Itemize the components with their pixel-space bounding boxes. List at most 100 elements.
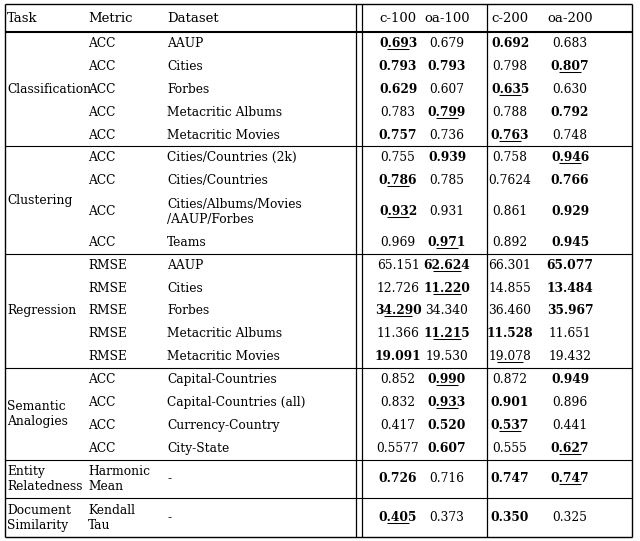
Text: Dataset: Dataset [167, 11, 219, 24]
Text: c-200: c-200 [492, 11, 529, 24]
Text: Kendall
Tau: Kendall Tau [88, 504, 135, 532]
Text: ACC: ACC [88, 373, 115, 386]
Text: 0.607: 0.607 [428, 441, 467, 454]
Text: 0.798: 0.798 [492, 60, 527, 73]
Text: 0.861: 0.861 [492, 205, 527, 218]
Text: 0.852: 0.852 [380, 373, 415, 386]
Text: 0.783: 0.783 [381, 105, 415, 118]
Text: 66.301: 66.301 [488, 259, 531, 272]
Text: Capital-Countries: Capital-Countries [167, 373, 276, 386]
Text: Task: Task [7, 11, 38, 24]
Text: 0.7624: 0.7624 [488, 174, 531, 187]
Text: ACC: ACC [88, 37, 115, 50]
Text: RMSE: RMSE [88, 305, 127, 318]
Text: 19.432: 19.432 [548, 350, 591, 363]
Text: RMSE: RMSE [88, 327, 127, 340]
Text: 0.832: 0.832 [380, 396, 415, 409]
Text: 0.683: 0.683 [552, 37, 588, 50]
Text: 65.077: 65.077 [547, 259, 593, 272]
Text: 0.990: 0.990 [428, 373, 466, 386]
Text: 11.220: 11.220 [424, 282, 470, 295]
Text: 0.537: 0.537 [491, 419, 529, 432]
Text: 11.215: 11.215 [424, 327, 470, 340]
Text: 0.799: 0.799 [428, 105, 466, 118]
Text: RMSE: RMSE [88, 282, 127, 295]
Text: 0.788: 0.788 [492, 105, 527, 118]
Text: -: - [167, 511, 171, 524]
Text: ACC: ACC [88, 83, 115, 96]
Text: 62.624: 62.624 [424, 259, 470, 272]
Text: Document
Similarity: Document Similarity [7, 504, 71, 532]
Text: 0.785: 0.785 [429, 174, 465, 187]
Text: 0.630: 0.630 [552, 83, 588, 96]
Text: ACC: ACC [88, 129, 115, 142]
Text: 0.555: 0.555 [493, 441, 527, 454]
Text: oa-100: oa-100 [424, 11, 470, 24]
Text: Metacritic Albums: Metacritic Albums [167, 105, 282, 118]
Text: 0.350: 0.350 [491, 511, 529, 524]
Text: 0.405: 0.405 [379, 511, 417, 524]
Text: 0.969: 0.969 [380, 236, 415, 249]
Text: 35.967: 35.967 [547, 305, 593, 318]
Text: Currency-Country: Currency-Country [167, 419, 280, 432]
Text: 0.807: 0.807 [550, 60, 589, 73]
Text: 0.716: 0.716 [429, 472, 465, 485]
Text: Teams: Teams [167, 236, 207, 249]
Text: 0.755: 0.755 [381, 151, 415, 164]
Text: 0.747: 0.747 [550, 472, 589, 485]
Text: 0.933: 0.933 [428, 396, 466, 409]
Text: 0.607: 0.607 [429, 83, 465, 96]
Text: 11.528: 11.528 [486, 327, 533, 340]
Text: 0.325: 0.325 [552, 511, 588, 524]
Text: 0.748: 0.748 [552, 129, 588, 142]
Text: ACC: ACC [88, 419, 115, 432]
Text: 0.693: 0.693 [379, 37, 417, 50]
Text: 0.763: 0.763 [491, 129, 529, 142]
Text: 0.892: 0.892 [492, 236, 527, 249]
Text: Forbes: Forbes [167, 305, 209, 318]
Text: 0.520: 0.520 [428, 419, 466, 432]
Text: ACC: ACC [88, 105, 115, 118]
Text: 14.855: 14.855 [488, 282, 531, 295]
Text: 0.692: 0.692 [491, 37, 529, 50]
Text: ACC: ACC [88, 151, 115, 164]
Text: ACC: ACC [88, 205, 115, 218]
Text: Capital-Countries (all): Capital-Countries (all) [167, 396, 305, 409]
Text: Cities: Cities [167, 60, 203, 73]
Text: 0.786: 0.786 [379, 174, 417, 187]
Text: 0.901: 0.901 [491, 396, 529, 409]
Text: Forbes: Forbes [167, 83, 209, 96]
Text: Entity
Relatedness: Entity Relatedness [7, 465, 83, 493]
Text: 0.635: 0.635 [491, 83, 529, 96]
Text: 0.736: 0.736 [429, 129, 465, 142]
Text: RMSE: RMSE [88, 259, 127, 272]
Text: c-100: c-100 [380, 11, 417, 24]
Text: 65.151: 65.151 [376, 259, 419, 272]
Text: -: - [167, 472, 171, 485]
Text: 0.971: 0.971 [428, 236, 466, 249]
Text: Cities/Countries (2k): Cities/Countries (2k) [167, 151, 297, 164]
Text: 0.726: 0.726 [379, 472, 417, 485]
Text: 11.366: 11.366 [376, 327, 419, 340]
Text: Regression: Regression [7, 305, 76, 318]
Text: 0.929: 0.929 [551, 205, 589, 218]
Text: ACC: ACC [88, 174, 115, 187]
Text: 19.091: 19.091 [374, 350, 421, 363]
Text: 0.793: 0.793 [428, 60, 466, 73]
Text: ACC: ACC [88, 396, 115, 409]
Text: oa-200: oa-200 [547, 11, 593, 24]
Text: 0.766: 0.766 [551, 174, 589, 187]
Text: 0.896: 0.896 [552, 396, 588, 409]
Text: 0.441: 0.441 [552, 419, 588, 432]
Text: 0.792: 0.792 [551, 105, 589, 118]
Text: AAUP: AAUP [167, 37, 204, 50]
Text: City-State: City-State [167, 441, 229, 454]
Text: 0.627: 0.627 [551, 441, 589, 454]
Text: 0.939: 0.939 [428, 151, 466, 164]
Text: 19.530: 19.530 [426, 350, 468, 363]
Text: ACC: ACC [88, 236, 115, 249]
Text: 0.747: 0.747 [491, 472, 529, 485]
Text: 0.946: 0.946 [551, 151, 589, 164]
Text: Classification: Classification [7, 83, 91, 96]
Text: Metacritic Movies: Metacritic Movies [167, 129, 280, 142]
